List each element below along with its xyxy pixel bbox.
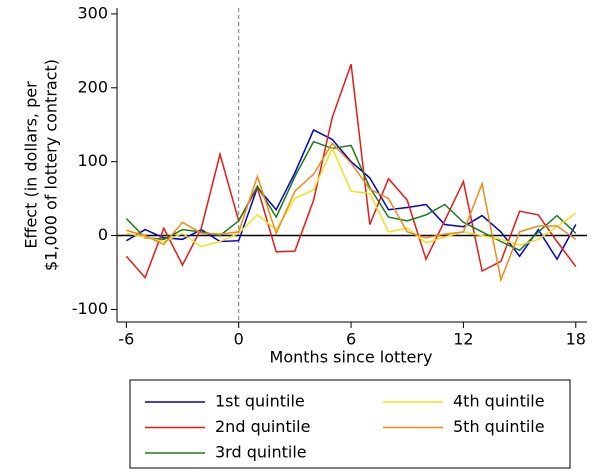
y-tick-label: 300 (77, 3, 108, 22)
y-tick-label: 0 (98, 225, 108, 244)
legend-label: 4th quintile (453, 392, 545, 411)
x-tick-label: 18 (566, 330, 586, 349)
y-tick-label: -100 (72, 299, 108, 318)
x-axis-label: Months since lottery (270, 348, 433, 367)
legend-label: 2nd quintile (215, 417, 310, 436)
legend-label: 1st quintile (215, 392, 305, 411)
y-axis-label: Effect (in dollars, per (22, 81, 41, 249)
x-tick-label: -6 (118, 330, 134, 349)
legend (129, 379, 571, 469)
series-line (125, 140, 577, 252)
y-tick-label: 200 (77, 77, 108, 96)
series-line (126, 146, 577, 248)
legend-label: 3rd quintile (215, 443, 307, 462)
y-tick-label: 100 (77, 151, 108, 170)
x-tick-label: 12 (453, 330, 473, 349)
x-tick-label: 6 (346, 330, 356, 349)
y-axis-label: $1,000 of lottery contract) (42, 59, 61, 271)
series-line (125, 63, 577, 280)
x-tick-label: 0 (234, 330, 244, 349)
legend-label: 5th quintile (453, 417, 545, 436)
series-line (126, 141, 577, 283)
